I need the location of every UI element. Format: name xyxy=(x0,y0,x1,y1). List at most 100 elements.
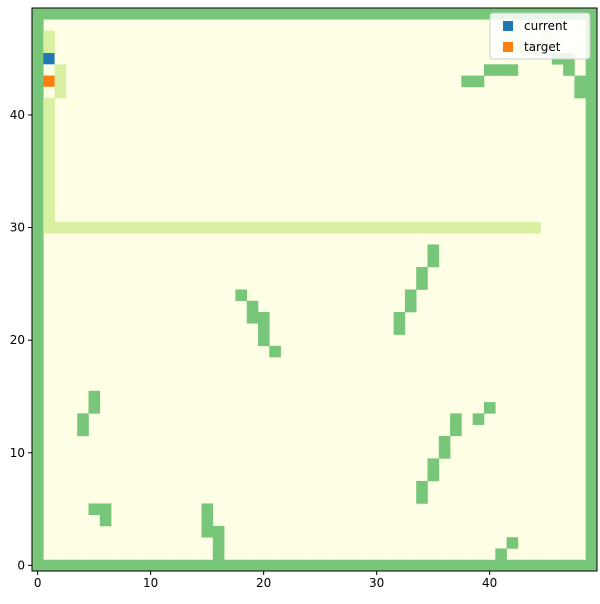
wall-cell xyxy=(246,8,259,20)
wall-cell xyxy=(32,64,44,76)
wall-cell xyxy=(495,64,507,76)
wall-cell xyxy=(472,8,485,20)
explored-cell xyxy=(43,165,55,178)
wall-cell xyxy=(438,447,451,459)
wall-cell xyxy=(32,165,44,178)
x-tick-label: 30 xyxy=(369,576,384,590)
explored-cell xyxy=(212,221,225,234)
wall-cell xyxy=(585,154,598,166)
wall-cell xyxy=(178,8,191,20)
explored-cell xyxy=(43,30,55,43)
wall-cell xyxy=(32,334,44,347)
explored-cell xyxy=(348,221,360,234)
wall-cell xyxy=(32,53,44,65)
explored-cell xyxy=(178,221,191,234)
wall-cell xyxy=(111,8,123,20)
wall-cell xyxy=(77,559,89,572)
wall-cell xyxy=(145,8,157,20)
wall-cell xyxy=(246,312,259,324)
wall-cell xyxy=(585,199,598,211)
wall-cell xyxy=(246,559,259,572)
wall-cell xyxy=(32,154,44,166)
explored-cell xyxy=(246,221,259,234)
wall-cell xyxy=(224,8,236,20)
wall-cell xyxy=(416,266,428,279)
wall-cell xyxy=(393,323,406,335)
wall-cell xyxy=(506,537,519,549)
wall-cell xyxy=(32,548,44,561)
explored-cell xyxy=(145,221,157,234)
wall-cell xyxy=(32,323,44,335)
wall-cell xyxy=(585,413,598,425)
wall-cell xyxy=(190,8,202,20)
wall-cell xyxy=(585,244,598,257)
wall-cell xyxy=(359,8,372,20)
wall-cell xyxy=(450,8,462,20)
explored-cell xyxy=(43,131,55,144)
wall-cell xyxy=(585,469,598,482)
wall-cell xyxy=(280,8,293,20)
wall-cell xyxy=(585,64,598,76)
wall-cell xyxy=(585,458,598,470)
x-axis: 0 10 20 30 40 xyxy=(34,571,497,590)
explored-cell xyxy=(43,98,55,110)
explored-cell xyxy=(224,221,236,234)
wall-cell xyxy=(32,109,44,121)
wall-cell xyxy=(32,278,44,290)
wall-cell xyxy=(32,424,44,437)
current-marker xyxy=(43,53,55,65)
agent-markers xyxy=(43,53,55,87)
wall-cell xyxy=(585,255,598,268)
wall-cell xyxy=(416,278,428,290)
wall-cell xyxy=(246,300,259,313)
wall-cell xyxy=(585,548,598,561)
wall-cell xyxy=(32,221,44,234)
wall-cell xyxy=(167,8,180,20)
wall-cell xyxy=(43,8,55,20)
legend: current target xyxy=(489,12,591,60)
explored-cell xyxy=(359,221,372,234)
explored-cell xyxy=(450,221,462,234)
y-tick-label: 20 xyxy=(10,333,25,347)
wall-cell xyxy=(122,8,134,20)
wall-cell xyxy=(258,559,270,572)
wall-cell xyxy=(32,131,44,144)
explored-cell xyxy=(43,199,55,211)
explored-cell xyxy=(235,221,247,234)
explored-cell xyxy=(88,221,101,234)
wall-cell xyxy=(585,176,598,189)
plot-frame xyxy=(31,7,598,572)
wall-cell xyxy=(585,86,598,99)
wall-cell xyxy=(325,8,338,20)
wall-cell xyxy=(32,368,44,380)
legend-box xyxy=(489,12,591,60)
wall-cell xyxy=(32,345,44,358)
wall-cell xyxy=(303,559,315,572)
wall-cell xyxy=(585,435,598,448)
wall-cell xyxy=(32,458,44,470)
wall-cell xyxy=(99,503,112,515)
wall-cell xyxy=(585,143,598,155)
wall-cell xyxy=(32,210,44,223)
wall-cell xyxy=(201,514,214,527)
wall-cell xyxy=(427,559,440,572)
wall-cell xyxy=(314,559,327,572)
wall-cell xyxy=(393,8,406,20)
wall-cell xyxy=(495,559,507,572)
explored-cell xyxy=(43,120,55,133)
wall-cell xyxy=(32,435,44,448)
wall-cell xyxy=(212,537,225,549)
explored-cell xyxy=(314,221,327,234)
wall-cell xyxy=(585,537,598,549)
wall-cell xyxy=(585,109,598,121)
wall-cell xyxy=(416,492,428,504)
wall-cell xyxy=(438,8,451,20)
wall-cell xyxy=(585,120,598,133)
wall-cell xyxy=(32,289,44,302)
wall-cell xyxy=(585,165,598,178)
wall-cell xyxy=(427,8,440,20)
wall-cell xyxy=(212,548,225,561)
wall-cell xyxy=(201,525,214,538)
wall-cell xyxy=(585,312,598,324)
